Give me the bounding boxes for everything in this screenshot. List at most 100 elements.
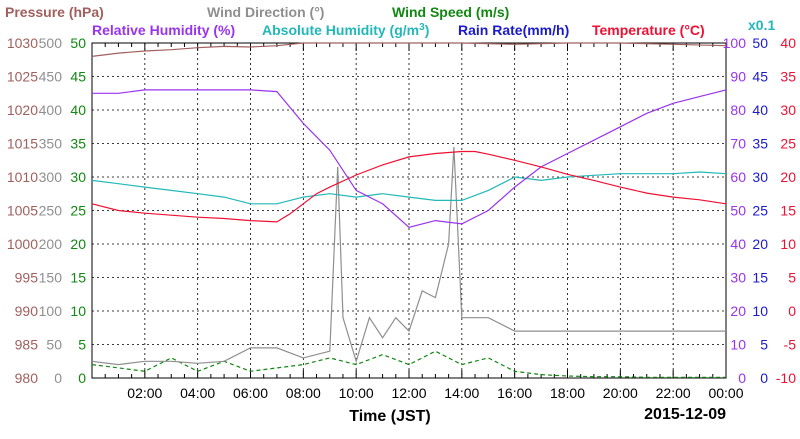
series-line-wind-speed: [91, 350, 726, 378]
x-tick-label: 16:00: [497, 385, 532, 401]
x-tick-label: 14:00: [444, 385, 479, 401]
x-tick-label: 08:00: [286, 385, 321, 401]
tick-label-wind-speed: 0: [78, 370, 86, 386]
tick-label-wind-direction: 100: [39, 303, 63, 319]
legend-wind-speed: Wind Speed (m/s): [392, 4, 509, 20]
tick-label-pressure: 990: [15, 303, 39, 319]
tick-label-wind-speed: 30: [70, 169, 86, 185]
left-axis-labels: 9809859909951000100510101015102010251030…: [7, 35, 86, 386]
tick-label-relative-humidity: 80: [730, 102, 746, 118]
tick-label-pressure: 985: [15, 337, 39, 353]
tick-label-relative-humidity: 60: [730, 169, 746, 185]
legend-absolute-humidity: Absolute Humidity (g/m3): [262, 22, 429, 39]
series-line-wind-direction: [91, 146, 726, 366]
tick-label-relative-humidity: 0: [738, 370, 746, 386]
tick-label-temperature: 20: [780, 169, 796, 185]
series-line-relative-humidity: [92, 89, 727, 228]
tick-label-temperature: 25: [780, 136, 796, 152]
tick-label-wind-speed: 20: [70, 236, 86, 252]
tick-label-wind-direction: 50: [46, 337, 62, 353]
tick-label-pressure: 1020: [7, 102, 38, 118]
tick-label-pressure: 980: [15, 370, 39, 386]
tick-label-wind-direction: 0: [54, 370, 62, 386]
tick-label-relative-humidity: 90: [730, 69, 746, 85]
tick-label-wind-speed: 10: [70, 303, 86, 319]
tick-label-wind-speed: 5: [78, 337, 86, 353]
tick-label-temperature: -10: [776, 370, 796, 386]
series-line-absolute-humidity: [91, 171, 727, 205]
x-tick-label: 00:00: [708, 385, 743, 401]
x-tick-label: 12:00: [391, 385, 426, 401]
tick-label-wind-direction: 150: [39, 270, 63, 286]
tick-label-wind-direction: 250: [39, 203, 63, 219]
x-tick-label: 10:00: [339, 385, 374, 401]
tick-label-rain-rate: 10: [752, 303, 768, 319]
x-tick-label: 06:00: [233, 385, 268, 401]
multiplier-label: x0.1: [748, 17, 775, 33]
series-line-temperature: [91, 150, 727, 223]
tick-label-temperature: 5: [788, 270, 796, 286]
tick-label-rain-rate: 30: [752, 169, 768, 185]
tick-label-rain-rate: 20: [752, 236, 768, 252]
tick-label-wind-speed: 25: [70, 203, 86, 219]
tick-label-pressure: 1005: [7, 203, 38, 219]
legend-rain-rate: Rain Rate(mm/h): [458, 22, 569, 38]
tick-label-relative-humidity: 20: [730, 303, 746, 319]
tick-label-rain-rate: 40: [752, 102, 768, 118]
tick-label-wind-direction: 300: [39, 169, 63, 185]
tick-label-temperature: 35: [780, 69, 796, 85]
tick-label-wind-direction: 500: [39, 35, 63, 51]
tick-label-pressure: 1015: [7, 136, 38, 152]
tick-label-temperature: 40: [780, 35, 796, 51]
tick-label-wind-speed: 15: [70, 270, 86, 286]
tick-label-rain-rate: 35: [752, 136, 768, 152]
tick-label-pressure: 1000: [7, 236, 38, 252]
legend-relative-humidity: Relative Humidity (%): [92, 22, 235, 38]
x-tick-label: 04:00: [180, 385, 215, 401]
x-tick-label: 02:00: [127, 385, 162, 401]
legend-row-2: Relative Humidity (%) Absolute Humidity (…: [92, 17, 775, 38]
legend-temperature: Temperature (°C): [592, 22, 705, 38]
tick-label-temperature: 0: [788, 303, 796, 319]
tick-label-temperature: -5: [784, 337, 797, 353]
right-axis-labels: 0102030405060708090100051015202530354045…: [723, 35, 797, 386]
tick-label-temperature: 15: [780, 203, 796, 219]
date-label: 2015-12-09: [644, 406, 726, 423]
tick-label-wind-direction: 400: [39, 102, 63, 118]
tick-label-wind-speed: 35: [70, 136, 86, 152]
tick-label-pressure: 1010: [7, 169, 38, 185]
tick-label-rain-rate: 0: [760, 370, 768, 386]
tick-label-pressure: 1030: [7, 35, 38, 51]
x-tick-label: 22:00: [656, 385, 691, 401]
tick-label-wind-speed: 40: [70, 102, 86, 118]
tick-label-relative-humidity: 50: [730, 203, 746, 219]
x-tick-label: 20:00: [603, 385, 638, 401]
tick-label-temperature: 10: [780, 236, 796, 252]
tick-label-wind-speed: 45: [70, 69, 86, 85]
tick-label-rain-rate: 45: [752, 69, 768, 85]
legend-row-1: Pressure (hPa) Wind Direction (°) Wind Spe…: [5, 4, 509, 20]
tick-label-wind-direction: 200: [39, 236, 63, 252]
tick-label-pressure: 1025: [7, 69, 38, 85]
series-layer: [91, 42, 727, 378]
series-line-pressure: [91, 42, 727, 57]
tick-label-relative-humidity: 30: [730, 270, 746, 286]
tick-label-relative-humidity: 10: [730, 337, 746, 353]
tick-label-rain-rate: 25: [752, 203, 768, 219]
tick-label-relative-humidity: 70: [730, 136, 746, 152]
tick-label-rain-rate: 5: [760, 337, 768, 353]
grid-lines: [91, 43, 727, 378]
x-axis-labels: 02:00 04:00 06:00 08:00 10:00 12:00 14:00 16:00…: [127, 385, 743, 401]
tick-label-rain-rate: 50: [752, 35, 768, 51]
tick-label-rain-rate: 15: [752, 270, 768, 286]
legend-pressure: Pressure (hPa): [5, 4, 104, 20]
tick-label-wind-speed: 50: [70, 35, 86, 51]
tick-label-relative-humidity: 100: [723, 35, 747, 51]
tick-label-wind-direction: 350: [39, 136, 63, 152]
tick-label-pressure: 995: [15, 270, 39, 286]
tick-label-wind-direction: 450: [39, 69, 63, 85]
legend-wind-direction: Wind Direction (°): [207, 4, 324, 20]
x-axis-title: Time (JST): [349, 408, 431, 425]
